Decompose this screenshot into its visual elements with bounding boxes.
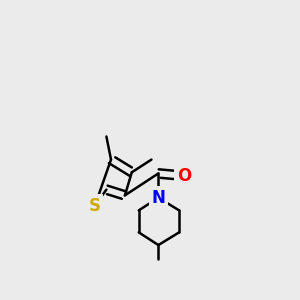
Text: S: S (89, 197, 101, 215)
Text: O: O (177, 167, 191, 185)
Text: N: N (152, 189, 165, 207)
